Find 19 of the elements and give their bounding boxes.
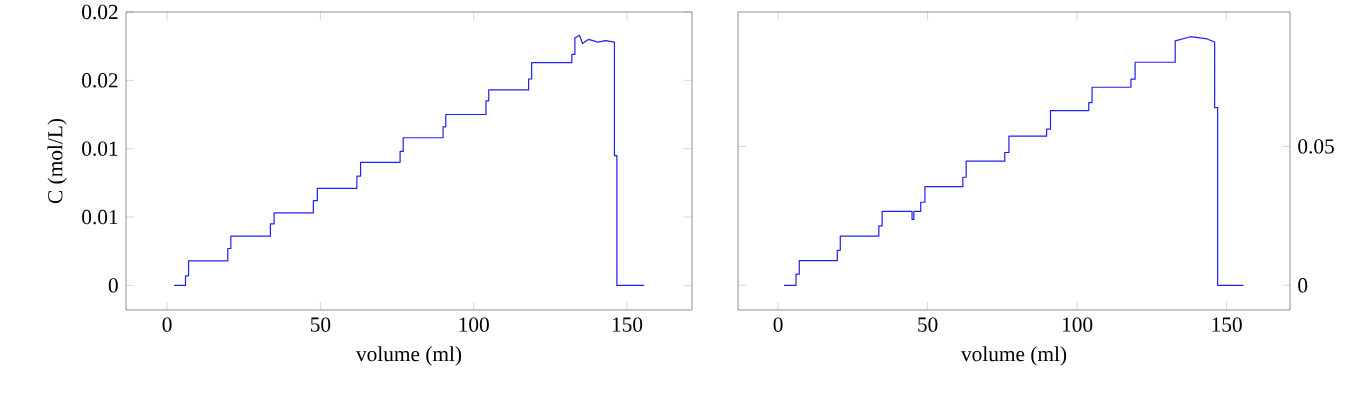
y-tick-label: 0.01: [82, 141, 118, 156]
x-axis-title: volume (ml): [960, 346, 1067, 366]
x-tick-label: 100: [459, 317, 489, 332]
y-tick-label: 0.01: [82, 209, 118, 225]
x-tick-label: 50: [918, 317, 938, 332]
y-tick-label: 0.02: [82, 4, 118, 20]
x-tick-label: 100: [1062, 317, 1093, 332]
line-series: [173, 34, 645, 286]
x-tick-label: 150: [612, 317, 643, 332]
x-axis-title: volume (ml): [355, 346, 462, 366]
line-series: [783, 36, 1244, 286]
x-tick-label: 150: [1212, 317, 1242, 332]
y-tick-label: 0.05: [1298, 139, 1334, 154]
x-tick-label: 50: [310, 317, 331, 332]
y-tick-label: 0.02: [82, 73, 118, 88]
x-tick-label: 0: [162, 317, 172, 332]
y-axis-title: C (mol/L): [47, 118, 67, 204]
y-tick-label: 0: [108, 278, 118, 293]
x-tick-label: 0: [773, 317, 783, 332]
